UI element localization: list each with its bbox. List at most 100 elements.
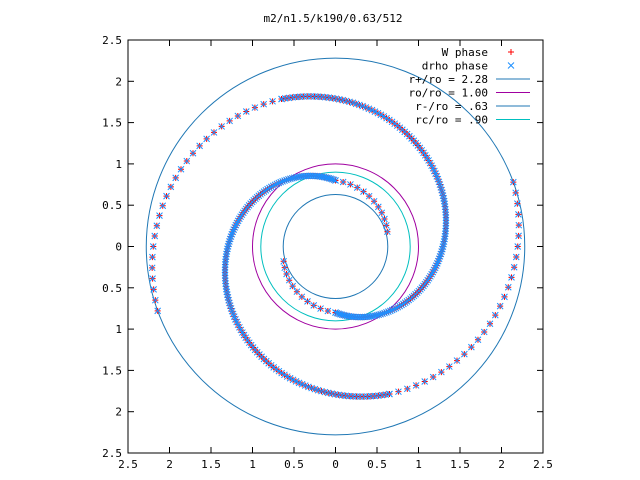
legend-label: W phase bbox=[442, 46, 488, 59]
drho-phase-point bbox=[281, 264, 289, 272]
drho-phase-point bbox=[396, 302, 404, 310]
drho-phase-point bbox=[226, 238, 233, 245]
drho-phase-point bbox=[504, 283, 512, 291]
drho-phase-point bbox=[442, 222, 450, 230]
drho-phase-point bbox=[230, 226, 238, 233]
drho-phase-point bbox=[221, 271, 229, 279]
chart-title: m2/n1.5/k190/0.63/512 bbox=[263, 12, 402, 25]
drho-phase-point bbox=[474, 336, 482, 344]
drho-phase-point bbox=[377, 310, 385, 318]
drho-phase-point bbox=[442, 227, 449, 235]
drho-phase-point bbox=[442, 217, 450, 224]
drho-phase-point bbox=[395, 388, 402, 396]
reference-circles bbox=[145, 57, 526, 436]
drho-phase-point bbox=[203, 135, 210, 143]
drho-phase-point bbox=[225, 240, 233, 248]
drho-phase-point bbox=[271, 181, 279, 189]
drho-phase-point bbox=[231, 224, 239, 231]
drho-phase-point bbox=[221, 266, 229, 274]
x-tick-label: 0.5 bbox=[367, 458, 387, 471]
drho-phase-point bbox=[221, 263, 229, 271]
drho-phase-point bbox=[285, 175, 292, 183]
drho-phase-point bbox=[441, 200, 449, 208]
drho-phase-point bbox=[224, 243, 232, 250]
drho-phase-point bbox=[226, 235, 234, 243]
drho-phase-point bbox=[293, 288, 301, 296]
drho-phase-point bbox=[269, 182, 277, 190]
drho-phase-point bbox=[273, 180, 281, 188]
drho-phase-point bbox=[149, 253, 156, 261]
legend-label: r+/ro = 2.28 bbox=[409, 73, 488, 86]
drho-phase-point bbox=[373, 311, 381, 319]
drho-phase-point bbox=[381, 309, 388, 317]
drho-phase-point bbox=[232, 221, 240, 229]
drho-phase-point bbox=[310, 301, 318, 309]
drho-phase-point bbox=[177, 165, 185, 173]
legend-label: r-/ro = .63 bbox=[415, 100, 488, 113]
x-tick-label: 1 bbox=[249, 458, 256, 471]
axis-ticks: 2.5 2 1.5 1 0.5 0 0.5 1 1.5 2 2.52.521.510.500.511… bbox=[102, 34, 553, 471]
drho-phase-point bbox=[442, 214, 450, 222]
drho-phase-point bbox=[388, 306, 396, 314]
drho-phase-point bbox=[436, 253, 444, 260]
drho-phase-point bbox=[501, 293, 508, 301]
drho-phase-point bbox=[189, 149, 197, 157]
drho-phase-point bbox=[412, 382, 420, 389]
drho-phase-point bbox=[221, 277, 229, 285]
drho-phase-point bbox=[442, 206, 449, 213]
drho-phase-point bbox=[515, 211, 522, 218]
drho-phase-point bbox=[292, 173, 300, 181]
y-tick-label: 2.5 bbox=[102, 34, 122, 47]
drho-phase-point bbox=[159, 202, 167, 210]
drho-phase-point bbox=[317, 305, 324, 312]
drho-phase-point bbox=[154, 307, 162, 315]
drho-phase-point bbox=[433, 260, 441, 267]
drho-phase-point bbox=[279, 177, 286, 185]
drho-phase-point bbox=[441, 203, 449, 211]
drho-phase-point bbox=[512, 253, 520, 261]
legend-swatch bbox=[507, 62, 515, 69]
drho-phase-point bbox=[442, 211, 450, 219]
drho-phase-point bbox=[515, 221, 523, 229]
x-tick-label: 2.5 bbox=[533, 458, 553, 471]
drho-phase-point bbox=[221, 274, 229, 282]
drho-phase-point bbox=[440, 240, 447, 248]
drho-phase-point bbox=[222, 255, 230, 263]
drho-phase-point bbox=[167, 183, 175, 191]
legend-swatch bbox=[508, 49, 514, 55]
drho-phase-point bbox=[461, 350, 468, 358]
reference-circle bbox=[252, 163, 419, 330]
x-tick-label: 2 bbox=[166, 458, 173, 471]
drho-phase-point bbox=[281, 177, 288, 184]
data-points bbox=[148, 93, 523, 400]
drho-phase-point bbox=[385, 308, 392, 316]
reference-circle bbox=[145, 57, 526, 436]
drho-phase-point bbox=[347, 181, 354, 188]
drho-phase-point bbox=[360, 188, 367, 195]
drho-phase-point bbox=[283, 176, 290, 184]
drho-phase-point bbox=[374, 203, 382, 211]
drho-phase-point bbox=[386, 390, 393, 398]
drho-phase-point bbox=[290, 174, 298, 182]
drho-phase-point bbox=[514, 243, 522, 250]
drho-phase-point bbox=[286, 175, 294, 183]
drho-phase-point bbox=[156, 212, 163, 219]
drho-phase-point bbox=[278, 95, 285, 103]
drho-phase-point bbox=[298, 293, 306, 301]
y-tick-label: 1 bbox=[115, 323, 122, 336]
y-tick-label: 2 bbox=[115, 406, 122, 419]
drho-phase-point bbox=[434, 257, 442, 265]
drho-phase-point bbox=[275, 179, 283, 187]
drho-phase-point bbox=[445, 363, 453, 370]
drho-phase-point bbox=[222, 285, 230, 293]
drho-phase-point bbox=[394, 303, 402, 311]
drho-phase-point bbox=[280, 257, 287, 265]
y-tick-label: 0 bbox=[115, 241, 122, 254]
drho-phase-point bbox=[375, 311, 383, 319]
drho-phase-point bbox=[224, 245, 231, 253]
x-tick-label: 0.5 bbox=[284, 458, 304, 471]
drho-phase-point bbox=[486, 320, 494, 328]
drho-phase-point bbox=[222, 258, 229, 266]
drho-phase-point bbox=[222, 282, 230, 290]
